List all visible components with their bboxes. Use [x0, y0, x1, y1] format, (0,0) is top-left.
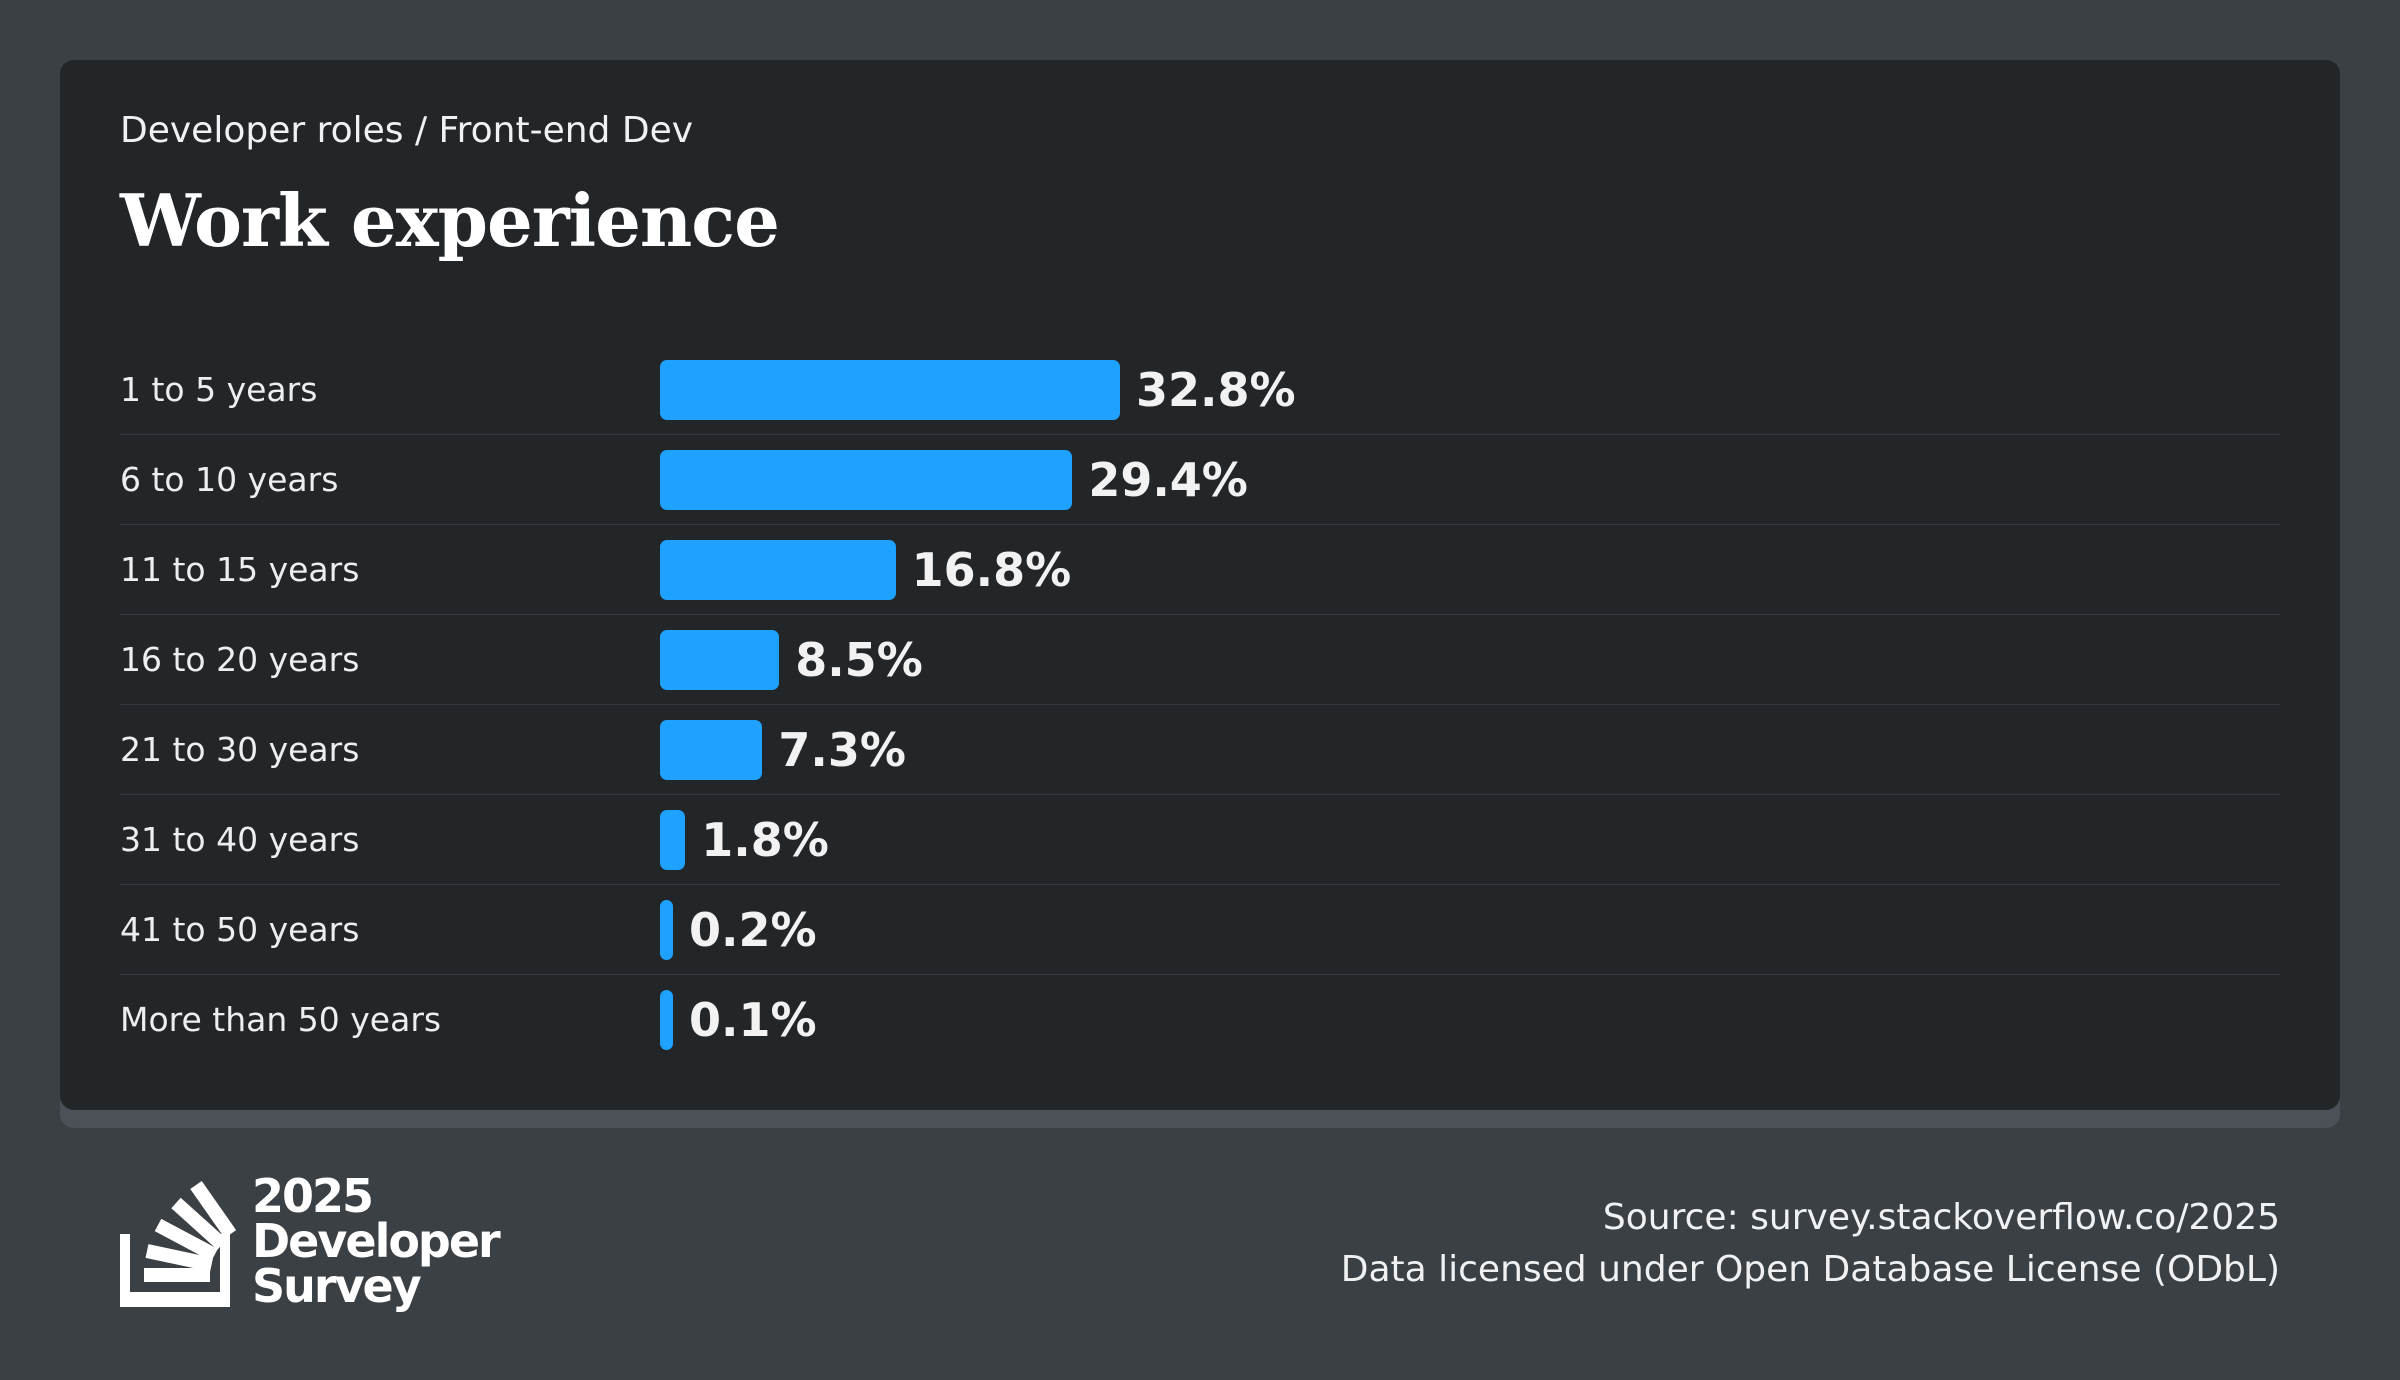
bar-value-label: 16.8% [911, 543, 1072, 597]
source-link-text: Source: survey.stackoverflow.co/2025 [1602, 1197, 2280, 1238]
stack-logo-icon [120, 1180, 237, 1307]
bar [660, 450, 1073, 510]
logo-developer: Developer [252, 1214, 501, 1268]
bar [660, 360, 1120, 420]
bar-row: 1 to 5 years 32.8% [120, 345, 2280, 435]
row-divider [120, 524, 2280, 525]
bar-value-label: 32.8% [1136, 363, 1296, 417]
bar-row: More than 50 years 0.1% [120, 975, 2280, 1065]
bar [660, 720, 763, 780]
chart-title: Work experience [120, 178, 780, 263]
chart-card: Developer roles / Front-end Dev Work exp… [60, 60, 2340, 1110]
bar [660, 900, 673, 960]
bar-row: 31 to 40 years 1.8% [120, 795, 2280, 885]
source-attribution: Source: survey.stackoverflow.co/2025 Dat… [1341, 1192, 2280, 1296]
bar [660, 990, 673, 1050]
row-divider [120, 614, 2280, 615]
row-divider [120, 884, 2280, 885]
bar-value-label: 29.4% [1088, 453, 1248, 507]
logo-text: 2025 Developer Survey [252, 1169, 501, 1313]
row-divider [120, 704, 2280, 705]
survey-logo: 2025 Developer Survey [120, 1169, 501, 1322]
bar [660, 810, 686, 870]
category-label: 6 to 10 years [120, 460, 339, 499]
license-text: Data licensed under Open Database Licens… [1340, 1249, 2280, 1290]
bar-value-label: 0.2% [689, 903, 817, 957]
row-divider [120, 434, 2280, 435]
bar-row: 6 to 10 years 29.4% [120, 435, 2280, 525]
category-label: More than 50 years [120, 1000, 442, 1039]
bar-value-label: 0.1% [689, 993, 817, 1047]
category-label: 31 to 40 years [120, 820, 360, 859]
bar [660, 540, 896, 600]
bar-row: 16 to 20 years 8.5% [120, 615, 2280, 705]
bar-row: 21 to 30 years 7.3% [120, 705, 2280, 795]
category-label: 21 to 30 years [120, 730, 360, 769]
category-label: 11 to 15 years [120, 550, 360, 589]
bar-value-label: 1.8% [701, 813, 829, 867]
category-label: 16 to 20 years [120, 640, 360, 679]
category-label: 1 to 5 years [120, 370, 318, 409]
bar [660, 630, 780, 690]
breadcrumb: Developer roles / Front-end Dev [120, 110, 694, 151]
bar-value-label: 7.3% [778, 723, 906, 777]
bar-value-label: 8.5% [795, 633, 923, 687]
logo-survey: Survey [252, 1259, 422, 1313]
row-divider [120, 974, 2280, 975]
logo-year: 2025 [252, 1169, 374, 1223]
row-divider [120, 794, 2280, 795]
bar-row: 11 to 15 years 16.8% [120, 525, 2280, 615]
bar-chart: 1 to 5 years 32.8% 6 to 10 years 29.4% 11 to… [120, 345, 2280, 1065]
category-label: 41 to 50 years [120, 910, 360, 949]
bar-row: 41 to 50 years 0.2% [120, 885, 2280, 975]
